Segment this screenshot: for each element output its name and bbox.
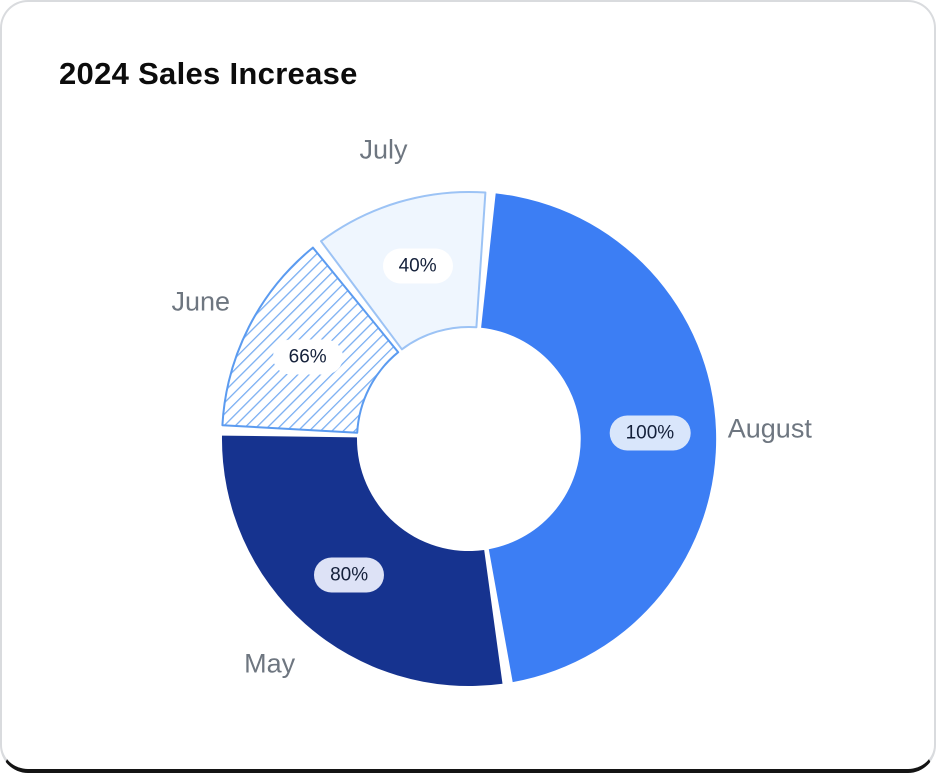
- label-may: May: [244, 648, 296, 679]
- label-june: June: [171, 286, 231, 317]
- segment-august: [481, 193, 717, 683]
- value-badge-may: 80%: [314, 557, 385, 593]
- value-badge-july: 40%: [382, 248, 453, 283]
- chart-title: 2024 Sales Increase: [59, 56, 358, 91]
- label-august: August: [727, 413, 812, 443]
- value-badge-june: 66%: [272, 339, 343, 375]
- value-badge-august: 100%: [609, 415, 691, 451]
- label-july: July: [359, 134, 408, 165]
